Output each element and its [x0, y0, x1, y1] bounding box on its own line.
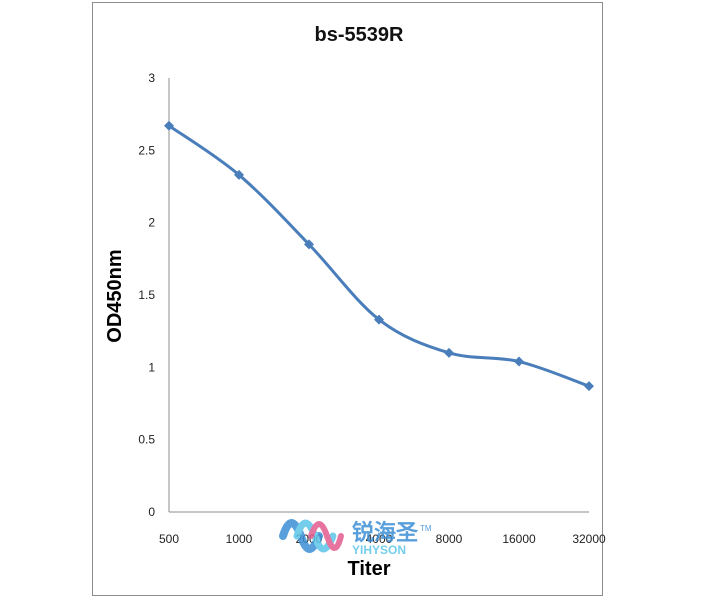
watermark-tm: TM — [420, 524, 432, 533]
x-tick-label: 8000 — [436, 532, 463, 546]
watermark-en-text: YIHYSON — [352, 543, 406, 557]
y-axis-title: OD450nm — [104, 249, 126, 342]
y-tick-label: 0.5 — [138, 433, 155, 447]
data-point-marker — [304, 239, 314, 250]
x-tick-label: 500 — [159, 532, 179, 546]
data-point-marker — [374, 314, 384, 325]
data-point-marker — [444, 347, 454, 358]
x-tick-label: 1000 — [226, 532, 253, 546]
series-markers — [164, 120, 594, 392]
chart-title: bs-5539R — [315, 24, 404, 46]
y-tick-label: 3 — [148, 71, 155, 85]
x-axis-title: Titer — [348, 558, 391, 580]
data-point-marker — [164, 120, 174, 131]
y-tick-label: 0 — [148, 505, 155, 519]
yihyson-logo-icon — [279, 519, 344, 553]
y-tick-label: 1.5 — [138, 288, 155, 302]
chart-frame — [92, 2, 603, 596]
watermark-cn-text: 锐海圣 — [352, 520, 419, 545]
data-point-marker — [514, 356, 524, 367]
data-point-marker — [234, 169, 244, 180]
x-tick-label: 4000 — [366, 532, 393, 546]
y-axis-ticks: 0 0.5 1 1.5 2 2.5 3 — [138, 71, 155, 519]
data-point-marker — [584, 381, 594, 392]
watermark-logo: 锐海圣 TM YIHYSON — [279, 519, 432, 557]
y-tick-label: 2 — [148, 216, 155, 230]
y-tick-label: 1 — [148, 360, 155, 374]
y-tick-label: 2.5 — [138, 143, 155, 157]
x-tick-label: 32000 — [572, 532, 606, 546]
series-line — [168, 124, 590, 388]
x-tick-label: 16000 — [502, 532, 536, 546]
